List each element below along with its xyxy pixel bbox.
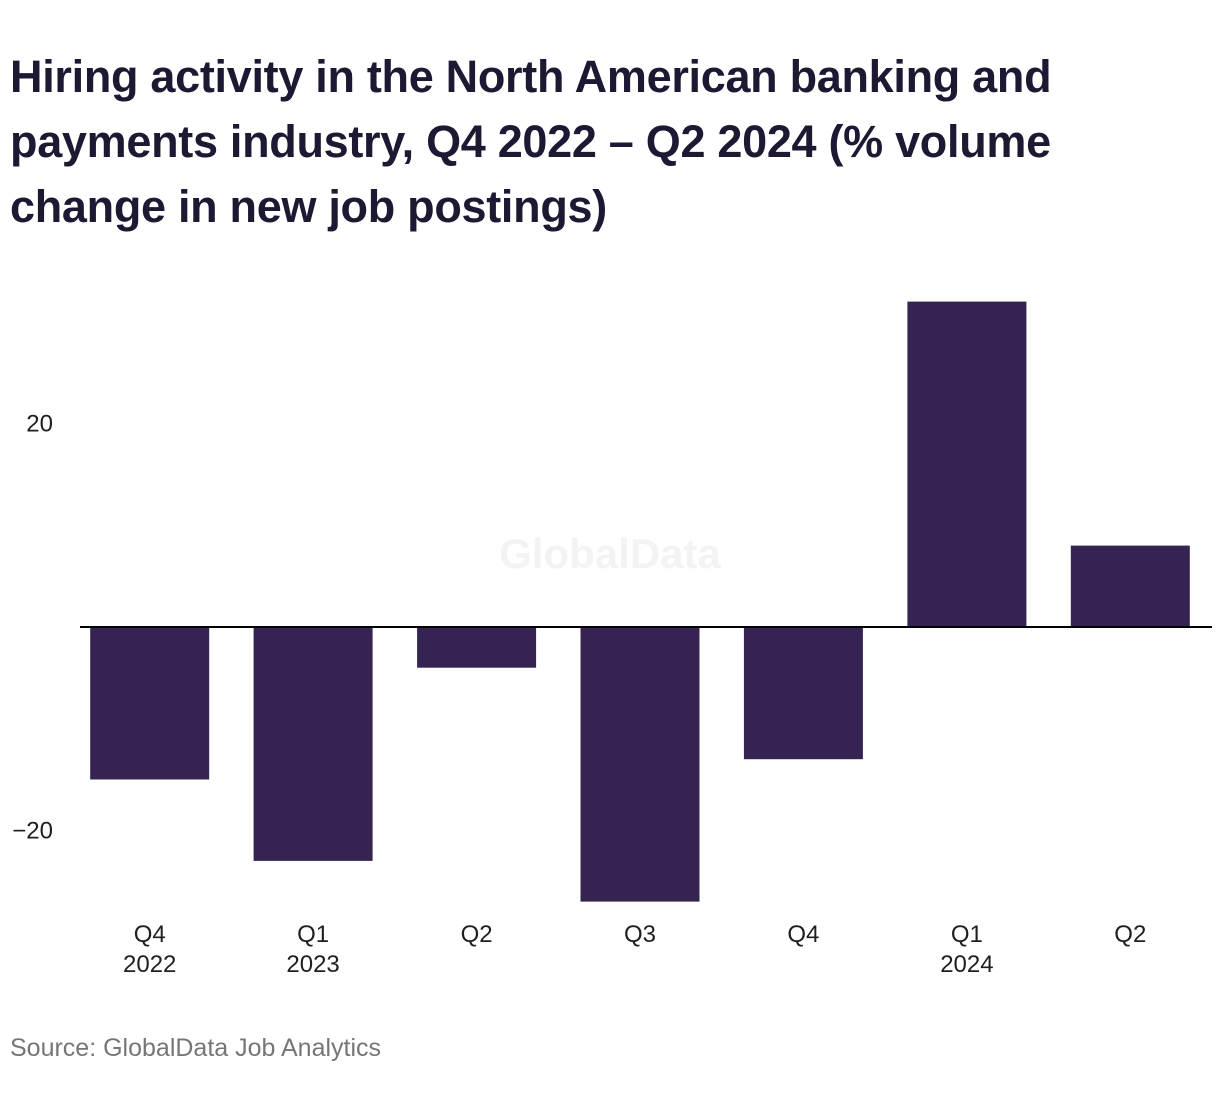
source-note: Source: GlobalData Job Analytics xyxy=(10,1034,382,1062)
x-tick-year-0: 2022 xyxy=(123,951,176,978)
x-tick-label-5: Q1 xyxy=(951,921,983,948)
bar-4 xyxy=(743,627,863,760)
bar-5 xyxy=(907,301,1027,627)
chart-title: Hiring activity in the North American ba… xyxy=(10,51,1052,232)
y-tick-label-1: −20 xyxy=(12,817,53,844)
x-axis-ticks: Q4 2022 Q1 2023 Q2 Q3 Q4 Q1 2024 Q2 xyxy=(123,921,1146,978)
y-tick-label-0: 20 xyxy=(26,411,53,438)
bar-2 xyxy=(417,627,537,668)
x-tick-label-3: Q3 xyxy=(624,921,656,948)
x-tick-label-2: Q2 xyxy=(461,921,493,948)
bar-1 xyxy=(253,627,373,861)
x-tick-label-4: Q4 xyxy=(787,921,819,948)
bar-3 xyxy=(580,627,700,902)
bar-6 xyxy=(1070,545,1190,627)
x-tick-year-1: 2023 xyxy=(286,951,339,978)
x-tick-label-1: Q1 xyxy=(297,921,329,948)
x-tick-label-0: Q4 xyxy=(134,921,166,948)
x-tick-year-5: 2024 xyxy=(940,951,993,978)
bars-group xyxy=(90,301,1190,902)
y-axis-ticks: 20 −20 xyxy=(12,411,53,845)
watermark-text: GlobalData xyxy=(499,530,721,577)
x-tick-label-6: Q2 xyxy=(1114,921,1146,948)
bar-0 xyxy=(90,627,210,780)
